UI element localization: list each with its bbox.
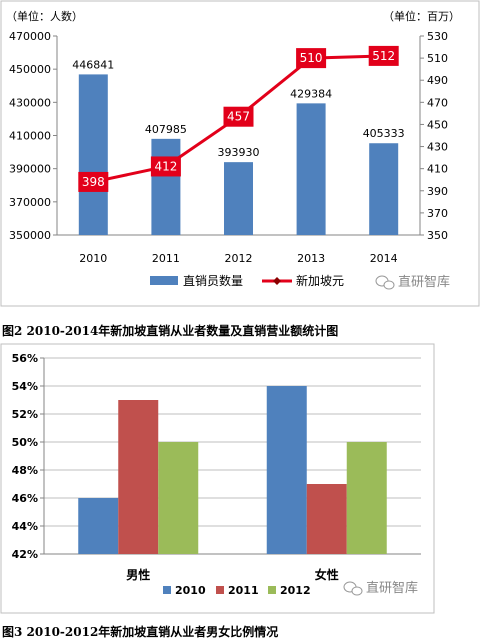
bar-data-label: 405333 (363, 127, 405, 140)
y-tick-label: 50% (12, 436, 38, 449)
legend-label-employees: 直销员数量 (183, 273, 243, 288)
bar-2012 (224, 162, 253, 235)
revenue-data-label: 510 (300, 51, 323, 65)
figure3-caption: 图3 2010-2012年新加坡直销从业者男女比例情况 (2, 625, 279, 639)
x-tick-label: 男性 (126, 567, 150, 582)
bar-2010-1 (266, 386, 307, 554)
bar-data-label: 446841 (72, 58, 114, 71)
right-tick-label: 470 (427, 96, 448, 109)
bar-2011-0 (118, 400, 159, 554)
legend-label-2012: 2012 (280, 584, 311, 597)
left-axis-unit: （单位：人数） (6, 9, 83, 23)
y-tick-label: 44% (12, 520, 38, 533)
legend-label-2011: 2011 (228, 584, 259, 597)
bar-2012-1 (346, 442, 387, 554)
right-tick-label: 450 (427, 118, 448, 131)
wechat-icon-bubble (351, 586, 363, 596)
y-tick-label: 48% (12, 464, 38, 477)
bar-2013 (296, 103, 326, 236)
wechat-watermark: 直研智库 (343, 580, 418, 596)
revenue-data-label: 512 (372, 49, 395, 63)
left-tick-label: 390000 (9, 163, 51, 176)
right-tick-label: 430 (427, 141, 448, 154)
revenue-data-label: 398 (82, 175, 105, 189)
legend-label-2010: 2010 (175, 584, 206, 597)
legend-swatch-2012 (268, 586, 276, 594)
y-tick-label: 42% (12, 548, 38, 561)
right-tick-label: 530 (427, 30, 448, 43)
y-tick-label: 56% (12, 352, 38, 365)
y-tick-label: 52% (12, 408, 38, 421)
revenue-label-box (150, 156, 181, 177)
revenue-label-box (78, 171, 109, 192)
legend-swatch-2010 (163, 586, 171, 594)
left-tick-label: 470000 (9, 30, 51, 43)
revenue-label-box (223, 106, 254, 127)
legend-label-revenue: 新加坡元 (296, 273, 344, 288)
x-tick-label: 2014 (370, 252, 398, 265)
right-tick-label: 350 (427, 229, 448, 242)
legend-swatch-employees (150, 276, 178, 285)
bar-2011 (151, 138, 181, 235)
revenue-label-box (296, 48, 327, 69)
bar-2012-0 (158, 442, 199, 554)
wechat-icon-bubble (383, 280, 395, 290)
bar-data-label: 429384 (290, 87, 332, 100)
left-tick-label: 410000 (9, 130, 51, 143)
x-tick-label: 女性 (315, 567, 339, 582)
y-tick-label: 46% (12, 492, 38, 505)
right-tick-label: 490 (427, 74, 448, 87)
revenue-data-label: 412 (154, 159, 177, 173)
bar-data-label: 393930 (218, 146, 260, 159)
bar-2014 (369, 143, 399, 235)
left-tick-label: 350000 (9, 229, 51, 242)
bar-data-label: 407985 (145, 123, 187, 136)
bar-2010-0 (78, 498, 119, 554)
watermark-text: 直研智库 (398, 274, 450, 290)
right-tick-label: 370 (427, 207, 448, 220)
left-tick-label: 370000 (9, 196, 51, 209)
wechat-watermark: 直研智库 (375, 274, 450, 290)
right-tick-label: 390 (427, 185, 448, 198)
bar-2011-1 (306, 484, 347, 554)
legend-swatch-2011 (216, 586, 224, 594)
chart-employees-revenue: （单位：人数） （单位：百万） 350000 370000 390000 410000 43… (0, 0, 480, 307)
figure2-caption: 图2 2010-2014年新加坡直销从业者数量及直销营业额统计图 (2, 324, 339, 338)
revenue-data-label: 457 (227, 110, 250, 124)
legend-marker-revenue (273, 277, 281, 285)
watermark-text: 直研智库 (366, 580, 418, 596)
right-tick-label: 510 (427, 52, 448, 65)
left-tick-label: 450000 (9, 63, 51, 76)
revenue-label-box (368, 45, 399, 66)
right-tick-label: 410 (427, 163, 448, 176)
x-tick-label: 2013 (297, 252, 325, 265)
bar-2010 (78, 74, 108, 236)
left-tick-label: 430000 (9, 96, 51, 109)
right-axis-unit: （单位：百万） (383, 9, 460, 23)
x-tick-label: 2011 (152, 252, 180, 265)
x-tick-label: 2012 (225, 252, 253, 265)
y-tick-label: 54% (12, 380, 38, 393)
chart-gender-ratio: 42% 44% 46% 48% 50% 52% 54% 56% 男性 女性 2010 2011 2012… (0, 343, 435, 614)
x-tick-label: 2010 (79, 252, 107, 265)
